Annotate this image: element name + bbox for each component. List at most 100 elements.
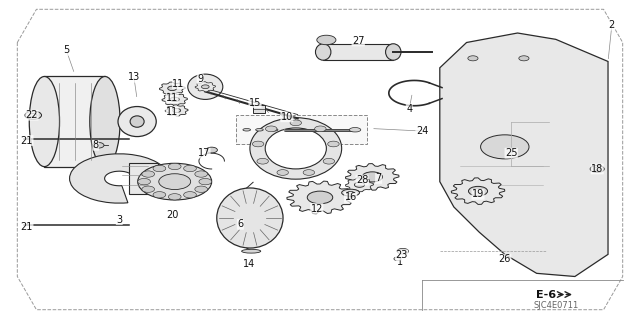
Polygon shape — [44, 77, 105, 167]
Text: 22: 22 — [26, 110, 38, 120]
Text: 12: 12 — [310, 204, 323, 213]
Text: 2: 2 — [609, 20, 615, 30]
Ellipse shape — [243, 129, 250, 131]
Circle shape — [307, 191, 333, 204]
Bar — [129, 163, 157, 194]
Polygon shape — [287, 181, 353, 214]
Ellipse shape — [118, 107, 156, 137]
Text: 13: 13 — [128, 72, 140, 82]
Circle shape — [168, 194, 181, 200]
Circle shape — [590, 166, 604, 173]
Text: 8: 8 — [93, 140, 99, 150]
Circle shape — [153, 192, 166, 198]
Text: 25: 25 — [505, 148, 517, 158]
Ellipse shape — [255, 129, 263, 131]
Text: 3: 3 — [116, 215, 122, 225]
Circle shape — [266, 126, 277, 132]
Circle shape — [468, 56, 478, 61]
Text: 4: 4 — [406, 104, 412, 114]
Circle shape — [170, 97, 179, 102]
Wedge shape — [70, 154, 169, 203]
Circle shape — [195, 171, 207, 177]
Ellipse shape — [270, 129, 278, 131]
Ellipse shape — [250, 118, 342, 179]
Text: 15: 15 — [249, 98, 261, 108]
Text: 18: 18 — [591, 164, 604, 174]
Polygon shape — [165, 105, 188, 116]
Circle shape — [519, 56, 529, 61]
Circle shape — [168, 86, 177, 91]
Polygon shape — [162, 93, 188, 106]
Text: 17: 17 — [198, 148, 210, 158]
Circle shape — [168, 163, 181, 170]
Circle shape — [328, 141, 339, 147]
Text: SJC4E0711: SJC4E0711 — [533, 301, 579, 310]
Ellipse shape — [29, 77, 60, 167]
Circle shape — [202, 85, 209, 89]
Ellipse shape — [349, 128, 361, 132]
Bar — [323, 44, 394, 60]
Circle shape — [323, 159, 335, 164]
Circle shape — [184, 192, 196, 198]
Ellipse shape — [385, 44, 401, 60]
Text: 19: 19 — [472, 189, 484, 199]
Text: 21: 21 — [20, 222, 33, 233]
Polygon shape — [451, 178, 505, 204]
Ellipse shape — [316, 44, 331, 60]
Circle shape — [277, 170, 289, 175]
Circle shape — [142, 186, 155, 192]
Polygon shape — [195, 82, 216, 92]
Circle shape — [315, 126, 326, 132]
Circle shape — [362, 172, 383, 182]
Text: 28: 28 — [356, 175, 368, 185]
Circle shape — [594, 167, 600, 171]
Ellipse shape — [342, 189, 360, 196]
Text: 11: 11 — [172, 78, 185, 89]
Circle shape — [257, 159, 268, 164]
Text: 11: 11 — [166, 93, 179, 103]
Text: E-6: E-6 — [536, 290, 556, 300]
Text: 6: 6 — [237, 219, 243, 229]
Circle shape — [397, 249, 408, 254]
Circle shape — [138, 178, 150, 185]
Bar — [253, 105, 264, 113]
Text: 21: 21 — [20, 136, 33, 145]
Ellipse shape — [90, 77, 120, 167]
Ellipse shape — [242, 249, 260, 253]
Circle shape — [317, 35, 336, 45]
Ellipse shape — [217, 188, 283, 248]
Ellipse shape — [265, 128, 326, 169]
Text: 10: 10 — [281, 112, 293, 122]
Circle shape — [159, 174, 191, 189]
Circle shape — [184, 165, 196, 172]
Circle shape — [394, 257, 401, 261]
Circle shape — [93, 142, 104, 148]
Text: 5: 5 — [63, 45, 70, 56]
Circle shape — [25, 111, 42, 119]
Circle shape — [355, 182, 365, 187]
Ellipse shape — [206, 147, 218, 153]
Text: 24: 24 — [416, 126, 428, 136]
Circle shape — [199, 178, 212, 185]
Ellipse shape — [188, 74, 223, 100]
Circle shape — [142, 171, 155, 177]
Polygon shape — [159, 82, 185, 95]
Circle shape — [468, 186, 488, 196]
Text: 11: 11 — [166, 107, 179, 117]
Polygon shape — [346, 178, 374, 192]
Bar — [236, 115, 367, 144]
Circle shape — [252, 141, 264, 147]
Text: 23: 23 — [396, 250, 408, 260]
Circle shape — [29, 113, 37, 117]
Polygon shape — [346, 164, 399, 190]
Text: 14: 14 — [243, 259, 255, 270]
Circle shape — [290, 120, 301, 126]
Circle shape — [173, 108, 180, 113]
Text: 9: 9 — [197, 74, 204, 84]
Text: 7: 7 — [376, 174, 381, 183]
Text: 20: 20 — [166, 210, 179, 220]
Polygon shape — [440, 33, 608, 277]
Text: 26: 26 — [499, 254, 511, 264]
Circle shape — [195, 186, 207, 192]
Circle shape — [481, 135, 529, 159]
